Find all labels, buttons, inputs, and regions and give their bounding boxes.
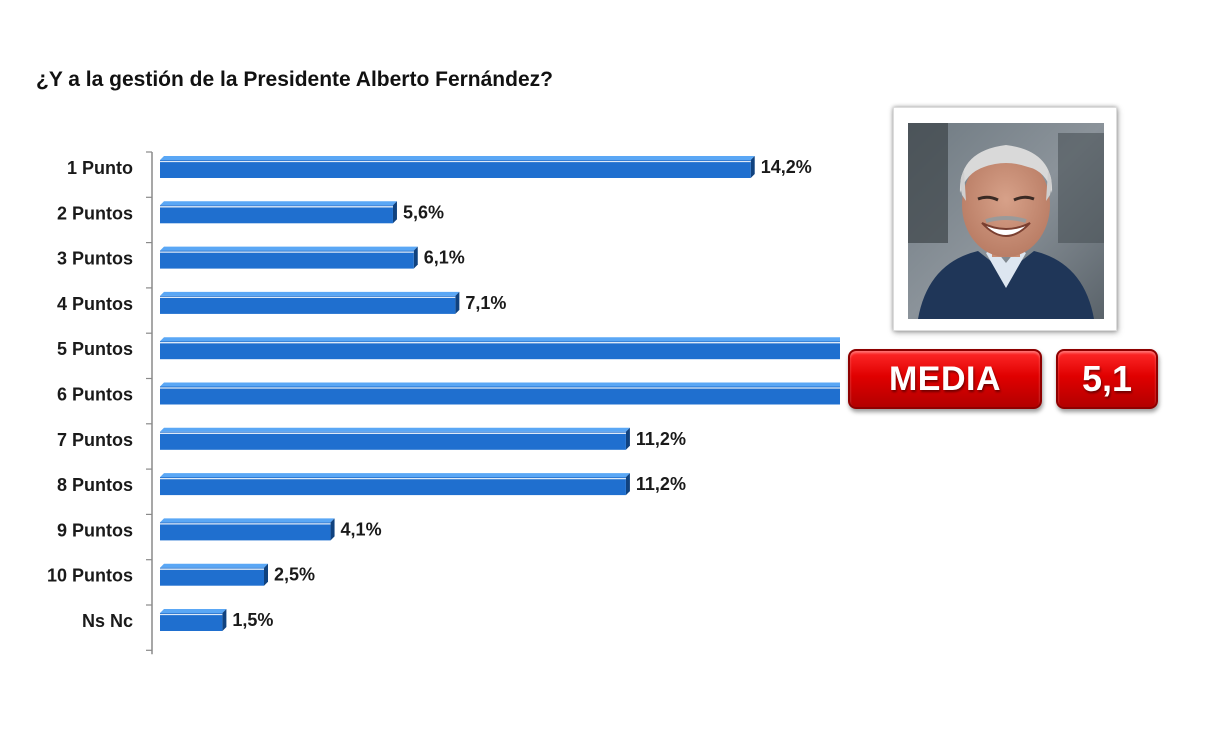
portrait-photo — [908, 123, 1104, 319]
bar-chart: 1 Punto 14,2% 2 Puntos 5,6% 3 Puntos 6,1% 4 Pu… — [47, 151, 840, 655]
category-label: 4 Puntos — [57, 294, 133, 314]
labels-group: 1 Punto 14,2% 2 Puntos 5,6% 3 Puntos 6,1% 4 Pu… — [47, 157, 812, 631]
value-label: 14,2% — [761, 157, 812, 177]
bar-side-face — [625, 473, 630, 496]
bar-front-face — [160, 250, 414, 269]
category-label: 1 Punto — [67, 158, 133, 178]
bar-front-face — [160, 205, 393, 224]
bar-top-face — [160, 337, 840, 342]
category-label: 10 Puntos — [47, 566, 133, 586]
value-label: 11,2% — [636, 429, 686, 449]
category-label: 3 Puntos — [57, 249, 133, 269]
bar-side-face — [392, 201, 397, 224]
media-badge: MEDIA — [848, 349, 1042, 409]
chart-axis — [146, 151, 153, 655]
value-label: 11,2% — [636, 474, 686, 494]
photo-frame — [893, 107, 1117, 331]
bar-top-face — [160, 609, 227, 613]
bar-top-face — [160, 291, 460, 296]
bar-front-face — [160, 613, 223, 631]
category-label: 9 Puntos — [57, 520, 133, 540]
bar-top-face — [160, 382, 840, 387]
category-label: 6 Puntos — [57, 385, 133, 405]
bar-4 — [160, 291, 460, 314]
bar-side-face — [222, 609, 227, 631]
bar-side-face — [455, 291, 460, 314]
bar-top-face — [160, 156, 755, 160]
category-label: 5 Puntos — [57, 339, 133, 359]
bar-1 — [160, 156, 755, 178]
bar-side-face — [625, 427, 630, 450]
category-label: 7 Puntos — [57, 430, 133, 450]
bar-front-face — [160, 477, 626, 496]
bar-top-face — [160, 201, 397, 206]
bar-6 — [160, 382, 840, 405]
bar-front-face — [160, 341, 840, 360]
category-label: 8 Puntos — [57, 475, 133, 495]
bar-top-face — [160, 563, 268, 568]
bar-top-face — [160, 246, 418, 251]
bar-front-face — [160, 522, 331, 541]
bar-side-face — [413, 246, 418, 269]
value-label: 5,6% — [403, 202, 444, 222]
bar-9 — [160, 518, 335, 541]
bar-side-face — [750, 156, 755, 178]
value-label: 1,5% — [232, 610, 273, 630]
bars-group — [160, 156, 840, 631]
bar-front-face — [160, 567, 264, 586]
bar-5 — [160, 337, 840, 360]
bar-side-face — [330, 518, 335, 541]
bar-top-face — [160, 427, 630, 432]
bar-front-face — [160, 386, 840, 405]
bar-top-face — [160, 518, 335, 523]
bar-front-face — [160, 431, 626, 450]
value-label: 2,5% — [274, 565, 315, 585]
bar-7 — [160, 427, 630, 450]
value-label: 7,1% — [465, 293, 506, 313]
bar-3 — [160, 246, 418, 269]
bar-8 — [160, 473, 630, 496]
bar-top-face — [160, 473, 630, 478]
value-label: 4,1% — [341, 519, 382, 539]
bar-10 — [160, 563, 268, 586]
media-value-badge: 5,1 — [1056, 349, 1158, 409]
bar-side-face — [264, 563, 268, 586]
bar-front-face — [160, 295, 456, 314]
category-label: 2 Puntos — [57, 203, 133, 223]
value-label: 6,1% — [424, 248, 465, 268]
bar-front-face — [160, 160, 751, 178]
bar-2 — [160, 201, 397, 224]
category-label: Ns Nc — [82, 611, 133, 631]
chart-title: ¿Y a la gestión de la Presidente Alberto… — [36, 68, 553, 91]
bar-11 — [160, 609, 227, 631]
